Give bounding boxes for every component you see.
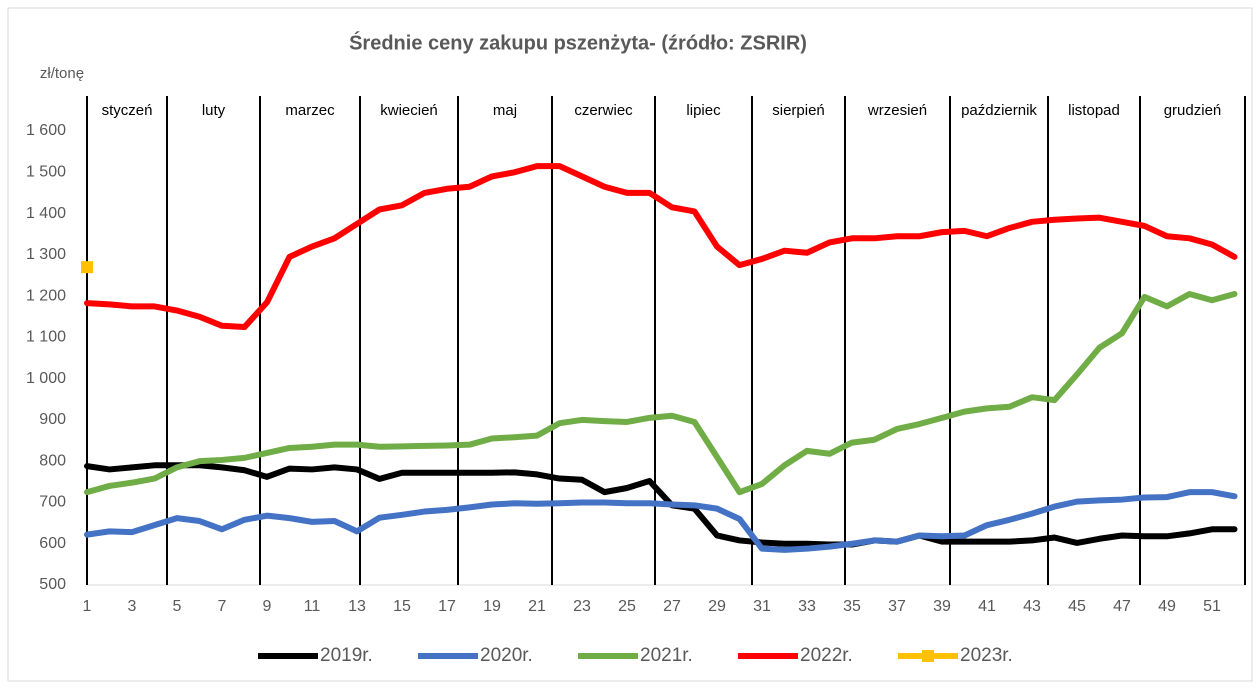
month-label: marzec (285, 102, 335, 119)
series-marker (81, 261, 93, 274)
chart-frame (7, 7, 1253, 682)
y-tick-label: 1 600 (26, 122, 66, 139)
x-tick-label: 43 (1023, 598, 1041, 615)
x-tick-label: 45 (1068, 598, 1086, 615)
x-tick-label: 29 (708, 598, 726, 615)
x-tick-label: 51 (1203, 598, 1221, 615)
y-tick-label: 1 300 (26, 246, 66, 263)
month-label: luty (202, 102, 226, 119)
month-label: listopad (1068, 102, 1120, 119)
x-tick-label: 25 (618, 598, 636, 615)
x-tick-label: 13 (348, 598, 366, 615)
month-label: kwiecień (380, 102, 438, 119)
legend-label: 2020r. (480, 645, 533, 666)
month-label: maj (493, 102, 517, 119)
y-tick-label: 500 (39, 576, 66, 593)
x-tick-label: 23 (573, 598, 591, 615)
y-tick-label: 800 (39, 452, 66, 469)
x-tick-label: 35 (843, 598, 861, 615)
x-tick-label: 17 (438, 598, 456, 615)
month-label: październik (961, 102, 1037, 119)
x-tick-label: 39 (933, 598, 951, 615)
series-line (84, 291, 1238, 496)
y-tick-label: 1 500 (26, 163, 66, 180)
x-tick-label: 37 (888, 598, 906, 615)
x-tick-label: 31 (753, 598, 771, 615)
x-tick-label: 11 (304, 598, 321, 615)
series-line (84, 489, 1238, 553)
y-tick-label: 1 000 (26, 370, 66, 387)
legend-marker (922, 650, 934, 662)
x-tick-label: 9 (263, 598, 272, 615)
x-tick-label: 27 (663, 598, 681, 615)
x-tick-label: 47 (1113, 598, 1131, 615)
y-tick-label: 1 200 (26, 287, 66, 304)
x-tick-label: 7 (218, 598, 227, 615)
x-tick-label: 15 (393, 598, 411, 615)
x-tick-label: 5 (173, 598, 182, 615)
y-axis-label: zł/tonę (40, 65, 84, 82)
x-tick-label: 49 (1158, 598, 1176, 615)
month-label: grudzień (1164, 102, 1222, 119)
month-label: sierpień (772, 102, 825, 119)
y-tick-label: 700 (39, 494, 66, 511)
y-tick-label: 900 (39, 411, 66, 428)
y-tick-label: 600 (39, 535, 66, 552)
series-line (84, 462, 1238, 548)
x-tick-label: 21 (528, 598, 546, 615)
month-label: lipiec (686, 102, 721, 119)
month-label: styczeń (102, 102, 153, 119)
x-tick-label: 41 (978, 598, 996, 615)
x-tick-label: 1 (83, 598, 92, 615)
legend-label: 2022r. (800, 645, 853, 666)
y-tick-label: 1 100 (26, 329, 66, 346)
x-tick-label: 33 (798, 598, 816, 615)
legend-label: 2021r. (640, 645, 693, 666)
chart-title: Średnie ceny zakupu pszenżyta- (źródło: … (349, 30, 807, 54)
x-tick-label: 19 (483, 598, 501, 615)
month-label: czerwiec (574, 102, 633, 119)
month-label: wrzesień (867, 102, 927, 119)
series-line (84, 163, 1238, 331)
legend-label: 2019r. (320, 645, 373, 666)
x-tick-label: 3 (128, 598, 137, 615)
legend-label: 2023r. (960, 645, 1013, 666)
y-tick-label: 1 400 (26, 205, 66, 222)
